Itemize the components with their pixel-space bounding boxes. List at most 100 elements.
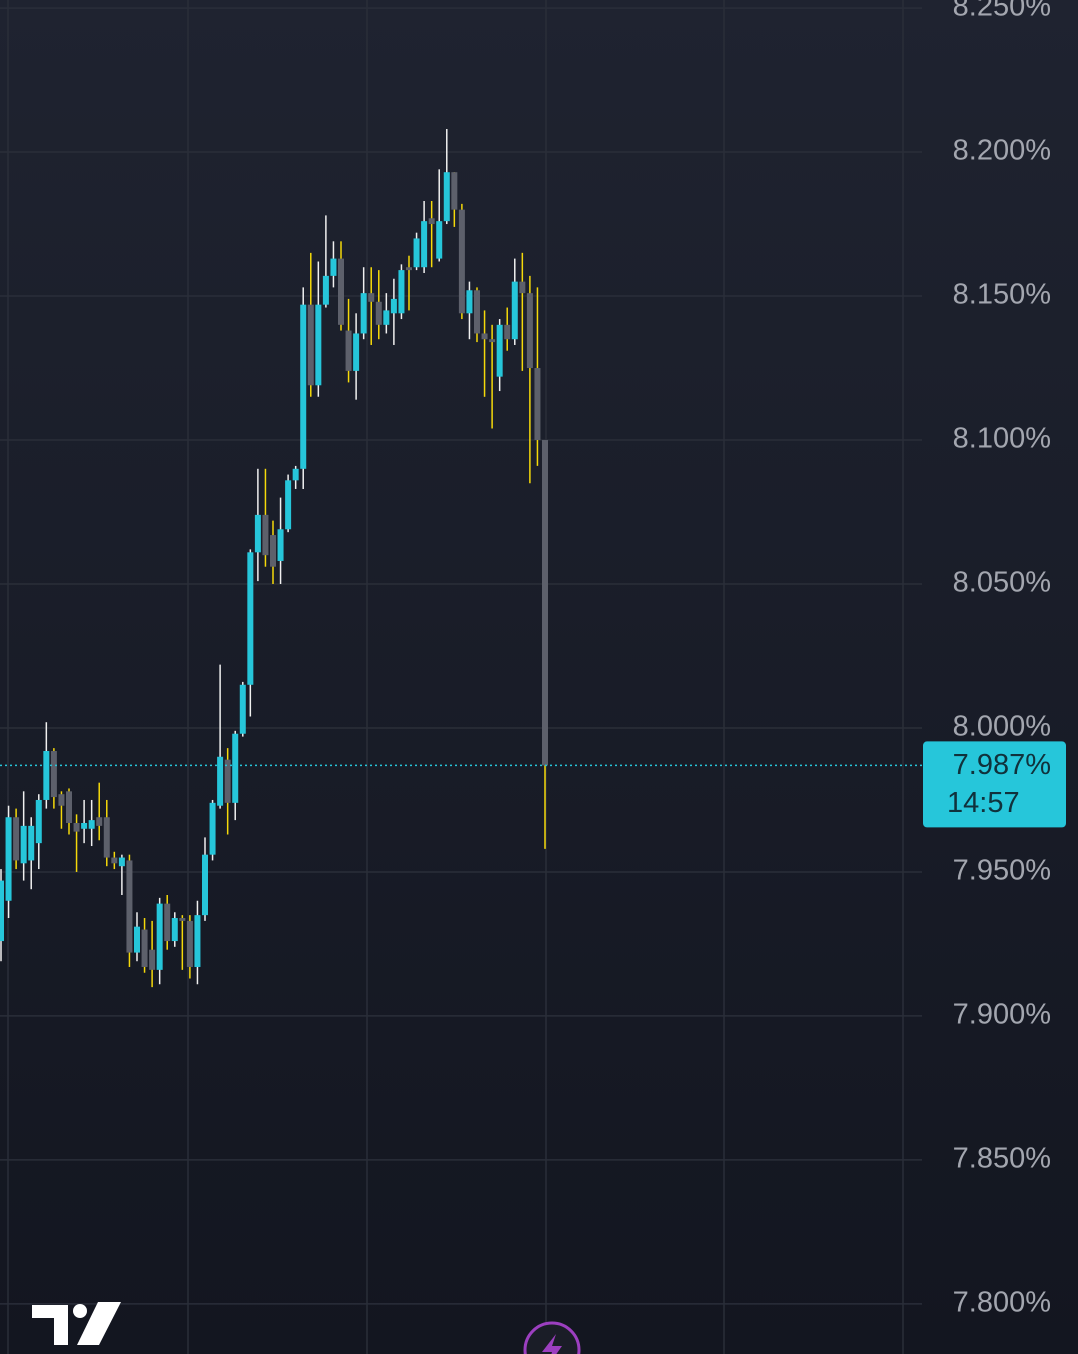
candle-body [421, 221, 428, 268]
logo-part [73, 1304, 87, 1318]
logo-part [32, 1305, 68, 1345]
candle-body [156, 903, 163, 970]
candle-body [534, 368, 541, 441]
candle-body [224, 759, 231, 803]
y-tick-label: 7.800% [953, 1287, 1051, 1319]
candle-body [489, 339, 496, 343]
candle-body [141, 929, 148, 967]
candle-body [66, 791, 72, 823]
button-circle[interactable] [523, 1321, 581, 1354]
candle-body [322, 275, 329, 305]
candle-body [413, 238, 420, 268]
y-tick-label: 8.150% [953, 279, 1051, 311]
candle-body [511, 281, 518, 340]
candle-body [466, 290, 473, 314]
candle-body [58, 794, 65, 806]
candle-body [345, 330, 352, 371]
candle-body [186, 920, 193, 967]
candle-body [0, 880, 4, 942]
candle-body [338, 258, 344, 325]
candle-body [443, 172, 450, 222]
candle-body [88, 820, 95, 829]
candle-body [20, 825, 27, 864]
y-tick-label: 7.850% [953, 1143, 1051, 1175]
candle-body [307, 304, 314, 386]
lightning-icon[interactable] [542, 1334, 562, 1354]
candle-body [28, 825, 35, 861]
candle-body [247, 552, 254, 685]
candle-body [474, 290, 480, 334]
candle-body [300, 304, 307, 469]
y-tick-label: 8.200% [953, 135, 1051, 167]
candle-body [50, 751, 57, 798]
candle-body [277, 529, 284, 561]
candle-body [398, 270, 405, 314]
y-tick-label: 8.000% [953, 711, 1051, 743]
logo [32, 1302, 121, 1345]
candle-body [134, 926, 140, 953]
candle-body [390, 298, 397, 314]
overlay: 7.987% 14:57 [0, 741, 1066, 828]
candle-body [519, 281, 526, 294]
candle-body [232, 733, 239, 803]
grid: 7.800% 7.850% 7.900% 7.950% 8.000% 8.050% 8.10… [0, 0, 1051, 1319]
candle-body [458, 209, 465, 314]
candle-body [239, 684, 246, 734]
candle-body [375, 301, 382, 325]
candle-body [96, 817, 103, 826]
candle-body [202, 854, 208, 916]
candle-body [179, 918, 186, 921]
candle-body [171, 918, 178, 942]
candle-body [406, 267, 412, 271]
candle-body [542, 440, 548, 766]
vertical-grid [7, 0, 904, 1354]
candle-body [126, 860, 133, 953]
candle-body [504, 324, 511, 340]
candle-body [436, 221, 443, 259]
candle-body [73, 822, 80, 832]
y-tick-label: 8.250% [953, 0, 1051, 23]
candle-body [383, 310, 390, 325]
candle-body [526, 293, 533, 369]
y-tick-label: 7.950% [953, 855, 1051, 887]
candle-body [149, 949, 156, 970]
candle-body [217, 756, 224, 806]
countdown-label: 14:57 [947, 787, 1020, 819]
logo-part [77, 1302, 121, 1345]
last-price-label: 7.987% [953, 749, 1051, 781]
candle-body [164, 903, 171, 942]
candle-body [118, 857, 125, 867]
candle-body [270, 535, 276, 567]
candle-body [81, 822, 88, 829]
candle-body [262, 514, 269, 556]
candle-body [292, 468, 299, 481]
candle-body [285, 480, 292, 530]
candle-body [481, 333, 488, 340]
candle-body [209, 802, 216, 855]
candle-body [35, 799, 42, 844]
candle-body [496, 324, 503, 377]
candle-body [330, 258, 337, 276]
y-tick-label: 7.900% [953, 999, 1051, 1031]
candle-body [103, 817, 110, 858]
candle-body [111, 857, 118, 864]
candle-body [254, 514, 261, 553]
lightning-button[interactable] [523, 1321, 581, 1354]
candle-body [315, 304, 322, 386]
candle-body [43, 751, 50, 800]
candle-body [5, 817, 12, 901]
last-price-box [923, 741, 1066, 828]
candle-body [353, 333, 360, 371]
y-tick-label: 8.100% [953, 423, 1051, 455]
y-tick-label: 8.050% [953, 567, 1051, 599]
candle-body [13, 817, 20, 861]
candle-body [428, 218, 435, 225]
candles [0, 129, 548, 988]
candle-body [360, 293, 367, 334]
candle-body [368, 293, 375, 302]
candle-body [194, 915, 201, 967]
candle-body [451, 172, 458, 210]
